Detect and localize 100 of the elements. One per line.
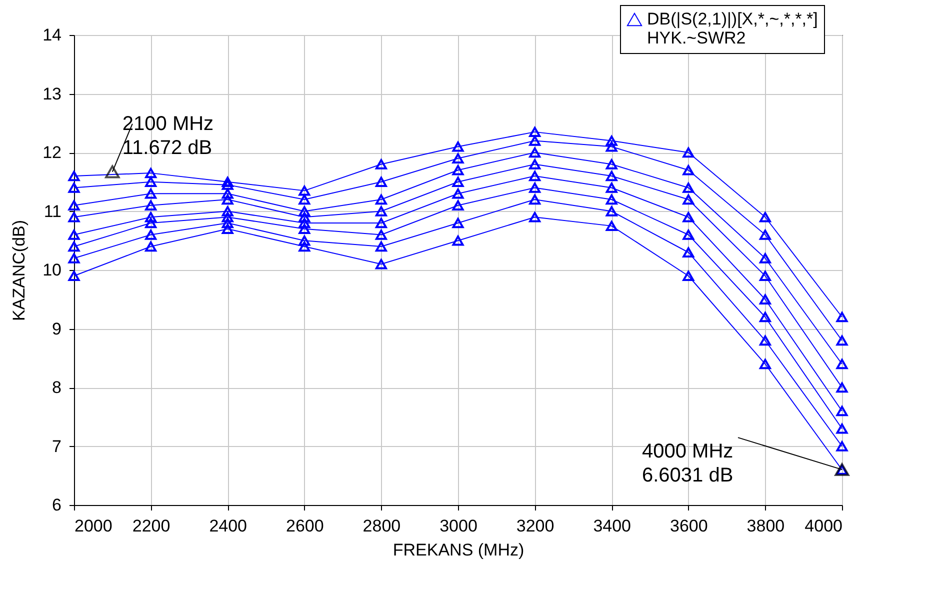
point [606, 206, 618, 216]
y-tick-label: 14 [42, 26, 62, 44]
annotation: 2100 MHz 11.672 dB [122, 112, 214, 159]
point [222, 176, 234, 187]
point [606, 220, 618, 232]
y-tick-label: 9 [52, 319, 62, 338]
point [529, 182, 541, 193]
point [375, 230, 387, 240]
point [145, 230, 157, 240]
point [298, 236, 310, 246]
point [145, 200, 157, 210]
point [452, 200, 464, 210]
y-tick-label: 7 [52, 436, 62, 456]
point [68, 170, 80, 182]
point [452, 142, 464, 152]
y-tick-label: 8 [52, 378, 62, 397]
x-tick-label: 2200 [132, 516, 170, 536]
point [222, 188, 234, 199]
x-tick-label: 3000 [440, 516, 478, 536]
point [452, 218, 464, 228]
point [529, 194, 541, 205]
point [222, 180, 234, 190]
point [222, 224, 234, 234]
y-axis-title: KAZANC(dB) [10, 220, 29, 322]
x-axis-title: FREKANS (MHz) [392, 540, 524, 560]
point [682, 270, 694, 281]
point [452, 176, 464, 187]
point [759, 212, 771, 222]
point [68, 182, 80, 193]
y-tick-label: 11 [44, 202, 62, 221]
point [68, 270, 80, 281]
point [682, 212, 694, 222]
point [759, 358, 771, 370]
point [682, 230, 694, 240]
point [68, 200, 80, 210]
x-tick-label: 2800 [362, 516, 401, 536]
point [759, 270, 771, 281]
point [222, 212, 234, 222]
point [68, 230, 80, 240]
point [375, 241, 387, 252]
point [222, 194, 234, 205]
point [145, 176, 157, 187]
point [298, 218, 310, 228]
x-tick-label: 3600 [670, 516, 708, 536]
point [222, 218, 234, 228]
point [836, 441, 848, 452]
y-tick-label: 10 [42, 260, 62, 280]
point [145, 212, 157, 222]
y-tick-label: 12 [42, 143, 62, 162]
point [606, 142, 618, 152]
x-tick-label: 2600 [286, 516, 324, 536]
point [452, 188, 464, 199]
point [606, 194, 618, 205]
point [682, 247, 694, 258]
point [145, 241, 157, 252]
point [375, 259, 387, 270]
point [68, 241, 80, 252]
y-tick-label: 6 [52, 496, 62, 514]
point [682, 165, 694, 176]
point [145, 218, 157, 228]
point [682, 182, 694, 193]
point [529, 147, 541, 158]
point [298, 186, 310, 196]
annotation: 4000 MHz 6.6031 dB [642, 440, 734, 487]
point [529, 170, 541, 182]
point [375, 159, 387, 170]
point [529, 126, 541, 138]
point [375, 218, 387, 228]
point [452, 236, 464, 246]
point [68, 253, 80, 264]
point [222, 206, 234, 216]
point [375, 206, 387, 216]
point [836, 335, 848, 346]
point [836, 312, 848, 322]
point [606, 182, 618, 193]
point [836, 424, 848, 434]
point [452, 165, 464, 176]
point [606, 170, 618, 182]
point [452, 153, 464, 164]
point [298, 206, 310, 216]
x-tick-label: 4000 [804, 516, 842, 536]
point [529, 212, 541, 222]
point [298, 212, 310, 222]
point [298, 241, 310, 252]
point [836, 406, 848, 416]
point [145, 168, 157, 178]
legend-label: DB(|S(2,1)|)[X,*,~,*,*,*] HYK.~SWR2 [647, 10, 818, 48]
point [145, 188, 157, 199]
point [759, 335, 771, 346]
x-tick-label: 3400 [593, 516, 632, 536]
y-tick-label: 13 [42, 84, 62, 104]
point [759, 312, 771, 322]
point [298, 194, 310, 205]
point [759, 230, 771, 240]
point [375, 194, 387, 205]
x-tick-label: 2000 [74, 516, 112, 536]
point [375, 176, 387, 187]
point [529, 136, 541, 146]
point [836, 358, 848, 370]
point [836, 382, 848, 393]
